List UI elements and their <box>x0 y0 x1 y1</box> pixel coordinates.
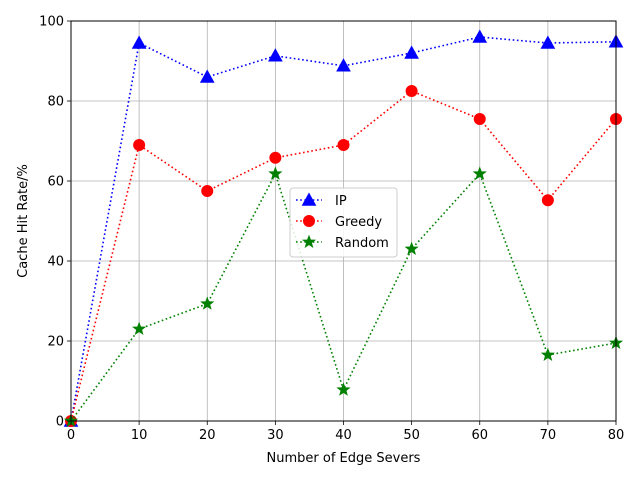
x-axis-label: Number of Edge Severs <box>267 451 421 466</box>
data-point <box>473 113 486 125</box>
x-tick-label: 0 <box>67 428 75 443</box>
x-tick-label: 10 <box>131 428 148 443</box>
data-point <box>541 194 554 207</box>
legend-label: Greedy <box>335 215 382 230</box>
y-tick-label: 80 <box>47 95 64 110</box>
legend-marker <box>303 215 315 227</box>
data-point <box>405 85 418 97</box>
y-tick-label: 20 <box>47 335 64 350</box>
data-point <box>472 166 487 180</box>
x-tick-label: 50 <box>403 428 420 443</box>
data-point <box>200 296 215 310</box>
legend-marker <box>301 192 317 206</box>
y-tick-label: 0 <box>56 415 64 430</box>
x-tick-label: 40 <box>335 428 352 443</box>
data-point <box>472 29 488 43</box>
y-tick-label: 40 <box>47 255 64 270</box>
data-point <box>336 58 351 72</box>
x-tick-label: 70 <box>540 428 557 443</box>
data-point <box>268 48 283 62</box>
data-point <box>201 185 214 197</box>
y-tick-label: 60 <box>47 175 64 190</box>
data-point <box>269 151 282 164</box>
data-point <box>133 139 146 151</box>
data-point <box>268 166 283 180</box>
y-tick-label: 100 <box>39 15 64 30</box>
x-tick-label: 20 <box>199 428 216 443</box>
legend-entry: Random <box>296 234 389 251</box>
data-point <box>131 35 147 49</box>
series-line <box>70 171 617 422</box>
data-point <box>540 35 556 49</box>
axis-ticks: 0 10 20 30 40 50 60 70 80 0 20 40 60 80 100 <box>39 15 624 444</box>
x-tick-label: 60 <box>471 428 488 443</box>
data-point <box>337 139 350 151</box>
legend-entry: IP <box>296 192 347 209</box>
legend-marker <box>301 234 317 249</box>
legend-label: Random <box>335 236 389 251</box>
data-point <box>336 382 351 396</box>
data-point <box>540 347 555 362</box>
series-line <box>70 90 617 422</box>
legend-label: IP <box>335 194 347 209</box>
legend-entry: Greedy <box>296 215 382 230</box>
y-axis-label: Cache Hit Rate/% <box>16 164 31 278</box>
data-point <box>404 45 419 59</box>
x-tick-label: 80 <box>608 428 625 443</box>
legend: IP Greedy Random <box>289 187 398 258</box>
data-point <box>132 321 147 336</box>
legend-box <box>289 187 398 258</box>
data-point <box>404 241 419 256</box>
x-tick-label: 30 <box>267 428 284 443</box>
data-point <box>199 69 215 83</box>
